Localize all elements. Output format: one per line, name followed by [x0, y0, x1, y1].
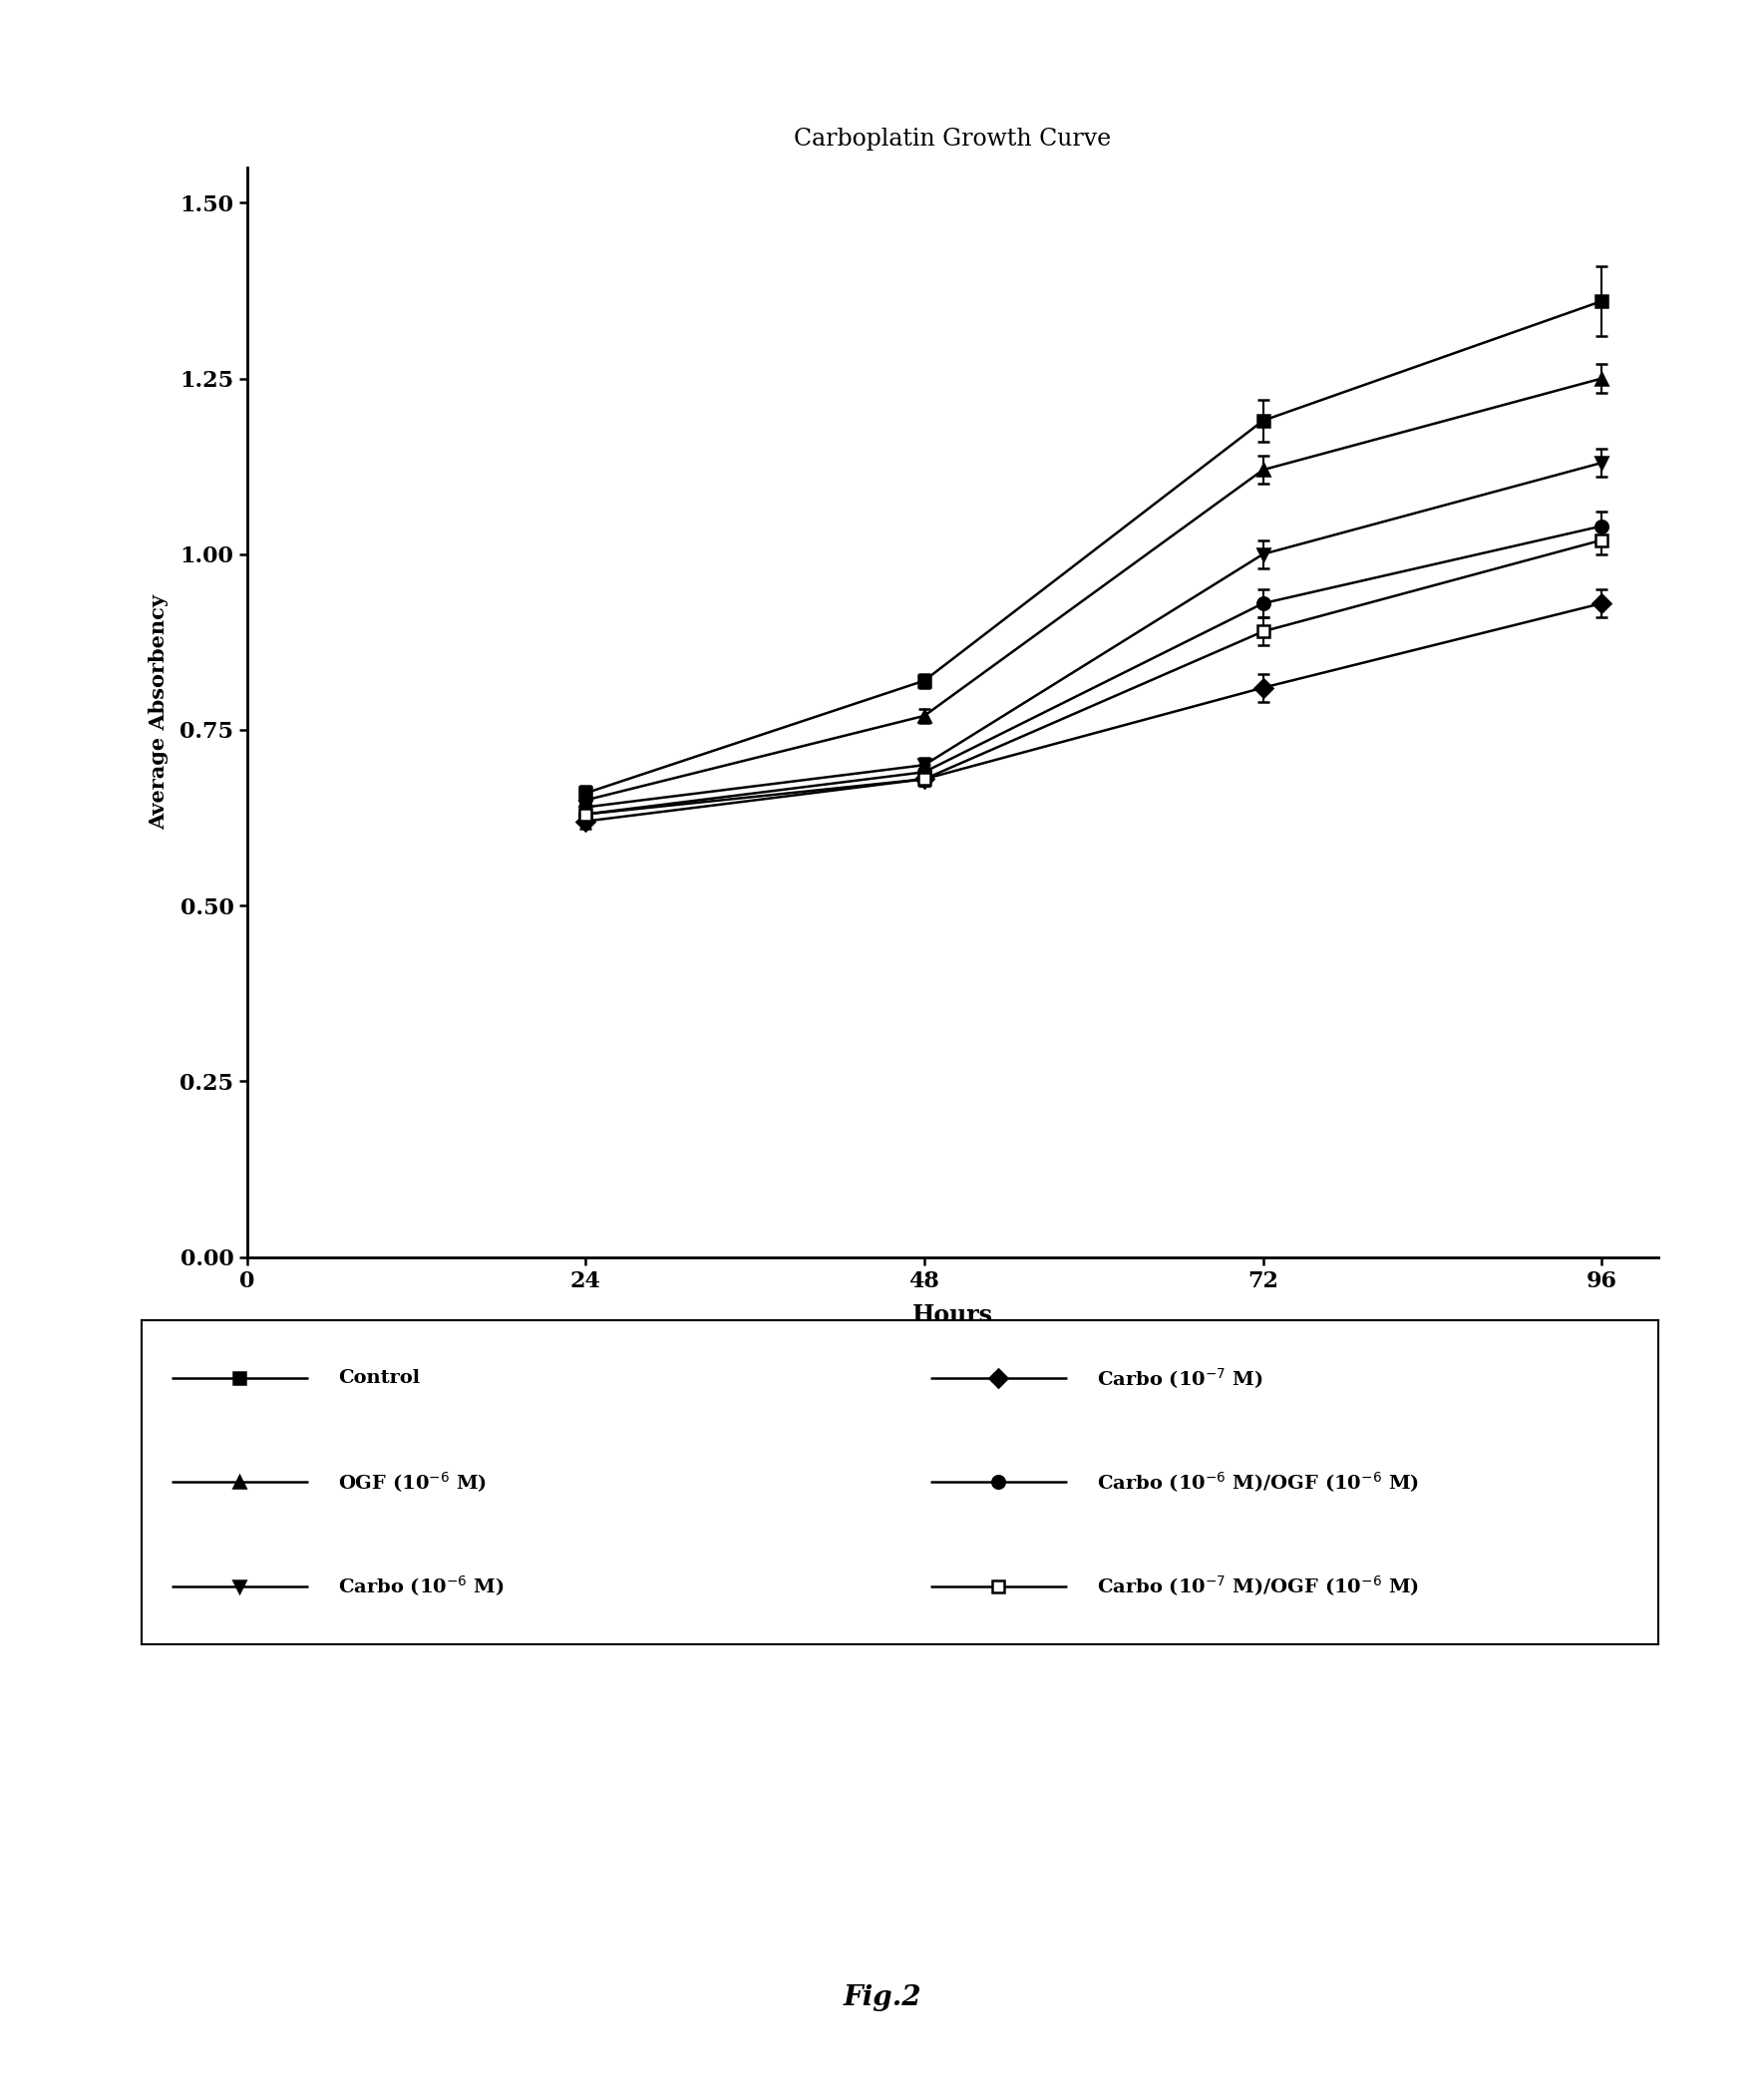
Y-axis label: Average Absorbency: Average Absorbency	[148, 595, 169, 830]
Title: Carboplatin Growth Curve: Carboplatin Growth Curve	[794, 128, 1111, 151]
Text: Control: Control	[339, 1370, 420, 1387]
X-axis label: Hours: Hours	[912, 1303, 993, 1326]
Text: Carbo (10$^{-7}$ M): Carbo (10$^{-7}$ M)	[1097, 1366, 1263, 1391]
Text: OGF (10$^{-6}$ M): OGF (10$^{-6}$ M)	[339, 1471, 487, 1494]
Text: Carbo (10$^{-6}$ M): Carbo (10$^{-6}$ M)	[339, 1573, 505, 1598]
Text: Fig.2: Fig.2	[843, 1984, 921, 2011]
Text: Carbo (10$^{-6}$ M)/OGF (10$^{-6}$ M): Carbo (10$^{-6}$ M)/OGF (10$^{-6}$ M)	[1097, 1471, 1418, 1494]
Text: Carbo (10$^{-7}$ M)/OGF (10$^{-6}$ M): Carbo (10$^{-7}$ M)/OGF (10$^{-6}$ M)	[1097, 1573, 1418, 1598]
